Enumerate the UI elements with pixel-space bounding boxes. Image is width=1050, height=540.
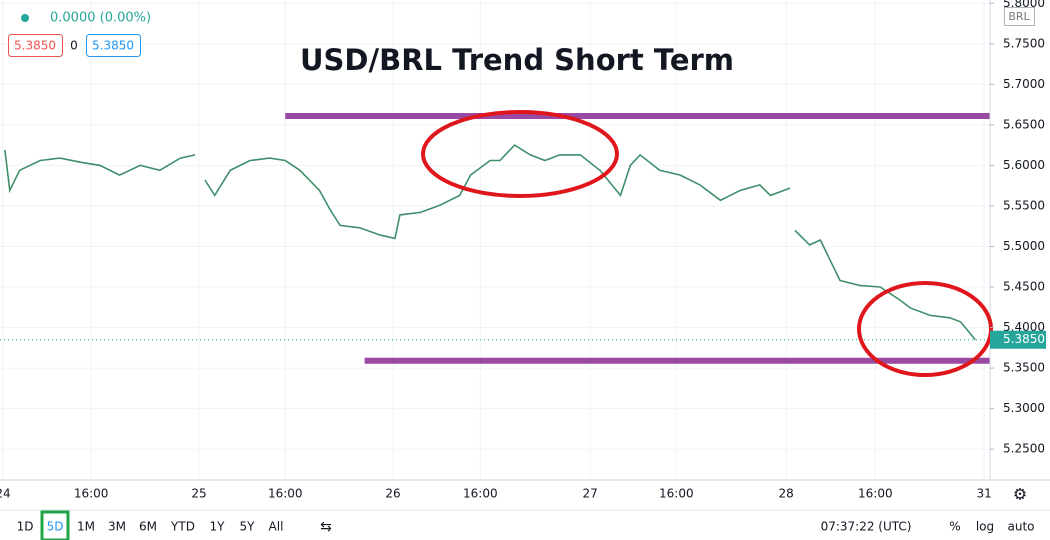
x-tick-label: 16:00	[268, 487, 303, 501]
active-range-box	[40, 510, 70, 540]
x-tick-label: 26	[385, 487, 400, 501]
y-tick-label: 5.4500	[1003, 280, 1045, 294]
range-button[interactable]: All	[269, 520, 284, 534]
ask: 5.3850	[92, 39, 134, 53]
clock: 07:37:22 (UTC)	[821, 520, 912, 534]
bid-box[interactable]	[8, 34, 63, 57]
x-tick-label: 24	[0, 487, 11, 501]
last-price-box	[990, 330, 1046, 349]
chart-title: USD/BRL Trend Short Term	[300, 43, 734, 77]
x-tick-label: 16:00	[858, 487, 893, 501]
y-tick-label: 5.6500	[1003, 117, 1045, 131]
spread: 0	[70, 39, 78, 53]
x-tick-label: 16:00	[659, 487, 694, 501]
y-tick-label: 5.3000	[1003, 401, 1045, 415]
x-tick-label: 31	[976, 487, 991, 501]
range-button[interactable]: 1D	[17, 520, 34, 534]
status-dot	[21, 14, 29, 22]
range-button[interactable]: 1M	[77, 520, 95, 534]
range-button[interactable]: 3M	[108, 520, 126, 534]
x-tick-label: 16:00	[463, 487, 498, 501]
range-button[interactable]: YTD	[170, 520, 195, 534]
y-tick-label: 5.8000	[1003, 0, 1045, 10]
y-tick-label: 5.7500	[1003, 36, 1045, 50]
settings-icon[interactable]: ⚙	[1013, 485, 1027, 504]
currency: BRL	[1008, 10, 1030, 23]
option-button[interactable]: auto	[1007, 520, 1034, 534]
y-tick-label: 5.2500	[1003, 442, 1045, 456]
annotation-ellipse	[421, 110, 619, 198]
annotation-ellipse	[857, 281, 993, 377]
bid: 5.3850	[14, 39, 56, 53]
range-button[interactable]: 6M	[139, 520, 157, 534]
y-tick-label: 5.7000	[1003, 77, 1045, 91]
range-button[interactable]: 5D	[47, 520, 64, 534]
compare-icon[interactable]: ⇆	[320, 519, 332, 535]
range-button[interactable]: 1Y	[210, 520, 226, 534]
x-tick-label: 25	[191, 487, 206, 501]
y-tick-label: 5.6000	[1003, 158, 1045, 172]
price-line	[4, 144, 976, 341]
y-tick-label: 5.3500	[1003, 361, 1045, 375]
x-tick-label: 27	[582, 487, 597, 501]
option-button[interactable]: %	[949, 520, 960, 534]
x-tick-label: 28	[778, 487, 793, 501]
range-button[interactable]: 5Y	[240, 520, 256, 534]
option-button[interactable]: log	[976, 520, 994, 534]
change: 0.0000 (0.00%)	[50, 11, 151, 26]
y-tick-label: 5.5000	[1003, 239, 1045, 253]
y-tick-label: 5.5500	[1003, 198, 1045, 212]
currency-box	[1004, 7, 1035, 26]
ask-box[interactable]	[86, 34, 141, 57]
x-tick-label: 16:00	[74, 487, 109, 501]
y-tick-label: 5.4000	[1003, 320, 1045, 334]
last-price-label: 5.3850	[1003, 332, 1045, 346]
